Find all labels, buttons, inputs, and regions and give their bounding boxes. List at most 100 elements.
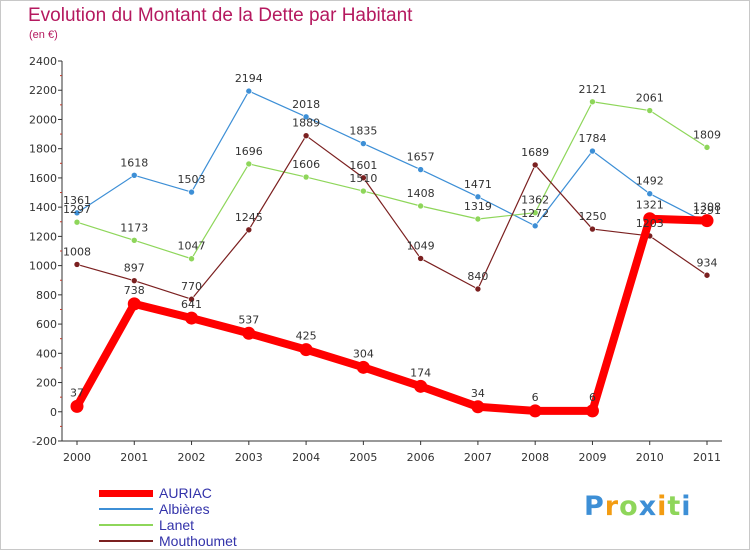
data-label: 1784 (578, 132, 606, 145)
data-label: 174 (410, 366, 431, 379)
data-label: 1297 (63, 203, 91, 216)
series-line-albières (76, 90, 708, 227)
data-label: 425 (296, 330, 317, 343)
data-label: 1203 (636, 217, 664, 230)
legend-label: Lanet (159, 517, 195, 533)
data-label: 897 (124, 262, 145, 275)
data-point (417, 255, 424, 262)
data-label: 1657 (407, 151, 435, 164)
data-label: 2061 (636, 92, 664, 105)
logo-letter: r (604, 491, 620, 522)
data-label: 1689 (521, 146, 549, 159)
legend-item: AURIAC (99, 485, 237, 501)
logo-letter: i (657, 491, 668, 522)
legend-label: Mouthoumet (159, 533, 237, 549)
legend-label: Albières (159, 501, 210, 517)
data-point (646, 107, 654, 114)
data-label: 1308 (693, 201, 721, 214)
data-label: 1408 (407, 187, 435, 200)
data-point (531, 209, 539, 217)
data-point (302, 113, 310, 121)
data-label: 304 (353, 347, 374, 360)
legend-item: Lanet (99, 517, 237, 533)
x-tick-label: 2001 (120, 451, 148, 464)
data-point (188, 255, 195, 263)
data-label: 6 (589, 391, 596, 404)
data-label: 2121 (578, 83, 606, 96)
data-point (185, 311, 199, 325)
data-point (414, 379, 428, 393)
data-label: 34 (471, 387, 485, 400)
data-label: 1510 (349, 172, 377, 185)
data-label: 1049 (407, 239, 435, 252)
logo-letter: x (638, 491, 658, 522)
data-label: 1889 (292, 117, 320, 130)
data-point (531, 222, 539, 230)
legend-label: AURIAC (159, 485, 212, 501)
data-point (417, 202, 424, 210)
legend-swatch (99, 524, 153, 526)
x-tick-label: 2005 (349, 451, 377, 464)
data-label: 1291 (693, 204, 721, 217)
data-label: 1809 (693, 128, 721, 141)
data-point (299, 343, 313, 357)
x-tick-label: 2010 (636, 451, 664, 464)
data-point (302, 173, 310, 181)
data-point (589, 147, 596, 155)
x-tick-label: 2004 (292, 451, 320, 464)
data-label: 1503 (178, 173, 206, 186)
legend-swatch (99, 540, 153, 542)
data-label: 1245 (235, 211, 263, 224)
y-tick-label: 2000 (29, 113, 57, 126)
data-label: 1835 (349, 125, 377, 138)
data-point (245, 87, 253, 95)
data-point (360, 174, 367, 182)
data-label: 1321 (636, 199, 664, 212)
data-label: 738 (124, 284, 145, 297)
data-point (703, 271, 711, 279)
y-tick-label: 1600 (29, 172, 57, 185)
data-point (130, 171, 138, 179)
x-tick-label: 2002 (178, 451, 206, 464)
data-point (356, 360, 370, 374)
data-label: 1362 (521, 194, 549, 207)
y-tick-label: 1800 (29, 143, 57, 156)
data-label: 1173 (120, 221, 148, 234)
data-point (302, 132, 310, 139)
series-line-auriac (73, 214, 708, 415)
data-label: 1492 (636, 175, 664, 188)
y-tick-label: 0 (50, 406, 57, 419)
chart-legend: AURIAC Albières Lanet Mouthoumet (99, 485, 237, 549)
data-label: 1361 (63, 194, 91, 207)
x-tick-label: 2009 (578, 451, 606, 464)
data-label: 2018 (292, 98, 320, 111)
y-tick-label: 2400 (29, 55, 57, 68)
data-label: 770 (181, 280, 202, 293)
chart-title: Evolution du Montant de la Dette par Hab… (28, 5, 413, 26)
x-tick-label: 2007 (464, 451, 492, 464)
data-label: 641 (181, 298, 202, 311)
y-tick-label: 800 (36, 289, 57, 302)
data-label: 1606 (292, 158, 320, 171)
data-label: 1471 (464, 178, 492, 191)
data-point (73, 218, 81, 226)
legend-swatch (99, 489, 153, 497)
logo-letter: P (584, 491, 605, 522)
x-tick-label: 2011 (693, 451, 721, 464)
y-tick-label: 400 (36, 347, 57, 360)
y-tick-label: -200 (32, 435, 57, 448)
data-point (245, 160, 253, 168)
data-point (360, 140, 367, 147)
data-point (127, 297, 141, 311)
logo-letter: t (667, 491, 682, 522)
data-point (589, 98, 596, 106)
data-point (471, 400, 485, 414)
data-point (589, 225, 596, 233)
data-point (360, 187, 367, 195)
data-label: 840 (467, 270, 488, 283)
data-point (528, 404, 542, 418)
data-label: 1696 (235, 145, 263, 158)
y-tick-label: 600 (36, 318, 57, 331)
data-point (188, 188, 195, 196)
x-tick-label: 2003 (235, 451, 263, 464)
